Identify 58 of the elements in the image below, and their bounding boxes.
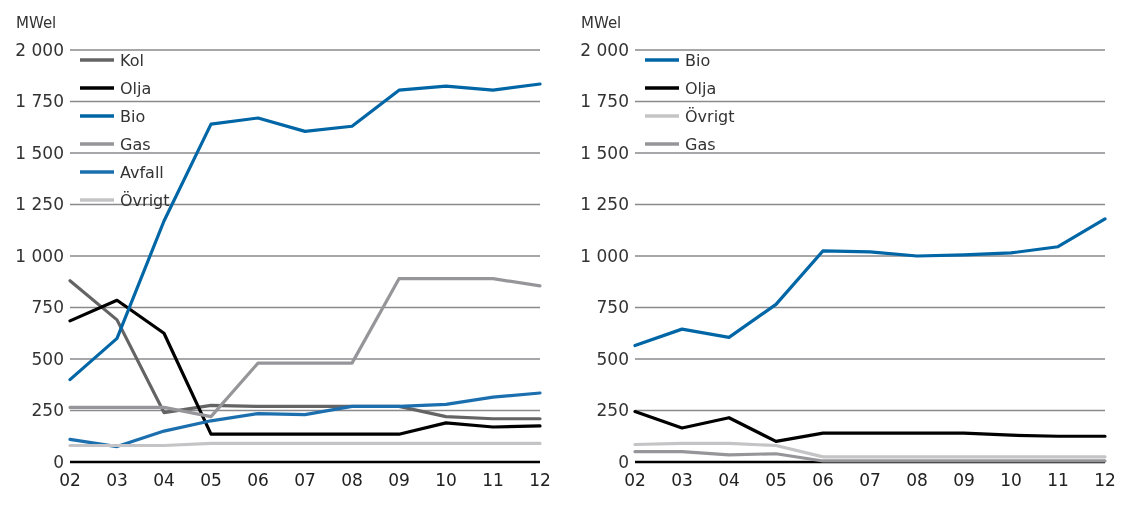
x-tick-label: 05 [765, 470, 787, 490]
y-axis-title: MWel [16, 14, 57, 32]
legend-label: Olja [685, 78, 717, 98]
y-tick-label: 1 750 [15, 91, 64, 112]
line-series [633, 450, 1107, 463]
legend-label: Gas [685, 134, 716, 154]
x-tick-label: 12 [1094, 470, 1116, 490]
legend-label: Gas [120, 134, 151, 154]
y-tick-label: 750 [596, 297, 629, 318]
line-series [68, 391, 542, 449]
legend-label: Bio [685, 50, 711, 70]
y-tick-label: 1 500 [580, 142, 629, 163]
y-tick-label: 1 500 [15, 142, 64, 163]
y-tick-label: 0 [618, 451, 629, 472]
y-tick-label: 1 000 [580, 245, 629, 266]
y-tick-label: 500 [31, 348, 64, 369]
legend-label: Avfall [120, 162, 164, 182]
y-tick-label: 750 [31, 297, 64, 318]
x-tick-label: 10 [1000, 470, 1022, 490]
y-tick-label: 0 [53, 451, 64, 472]
y-tick-label: 1 000 [15, 245, 64, 266]
x-tick-label: 07 [294, 470, 316, 490]
legend-label: Kol [120, 50, 144, 70]
legend-label: Olja [120, 78, 152, 98]
x-tick-label: 09 [953, 470, 975, 490]
x-tick-label: 08 [341, 470, 363, 490]
x-tick-label: 10 [435, 470, 457, 490]
x-tick-label: 09 [388, 470, 410, 490]
line-series [68, 82, 542, 382]
y-tick-label: 1 250 [15, 194, 64, 215]
x-tick-label: 11 [1047, 470, 1069, 490]
x-tick-label: 06 [812, 470, 834, 490]
x-tick-label: 07 [859, 470, 881, 490]
line-series [633, 441, 1107, 459]
x-tick-label: 04 [718, 470, 740, 490]
y-tick-label: 250 [596, 400, 629, 421]
x-tick-label: 08 [906, 470, 928, 490]
x-tick-label: 12 [529, 470, 551, 490]
x-tick-label: 02 [624, 470, 646, 490]
y-tick-label: 2 000 [15, 39, 64, 60]
x-tick-label: 04 [153, 470, 175, 490]
legend-label: Bio [120, 106, 146, 126]
x-tick-label: 05 [200, 470, 222, 490]
line-series [633, 217, 1107, 348]
y-tick-label: 1 250 [580, 194, 629, 215]
y-tick-label: 500 [596, 348, 629, 369]
y-axis-title: MWel [581, 14, 622, 32]
x-tick-label: 11 [482, 470, 504, 490]
y-tick-label: 2 000 [580, 39, 629, 60]
y-tick-label: 1 750 [580, 91, 629, 112]
legend-label: Övrigt [685, 106, 735, 126]
x-tick-label: 03 [106, 470, 128, 490]
x-tick-label: 06 [247, 470, 269, 490]
line-series [68, 298, 542, 436]
line-series [633, 409, 1107, 443]
x-tick-label: 02 [59, 470, 81, 490]
y-tick-label: 250 [31, 400, 64, 421]
x-tick-label: 03 [671, 470, 693, 490]
